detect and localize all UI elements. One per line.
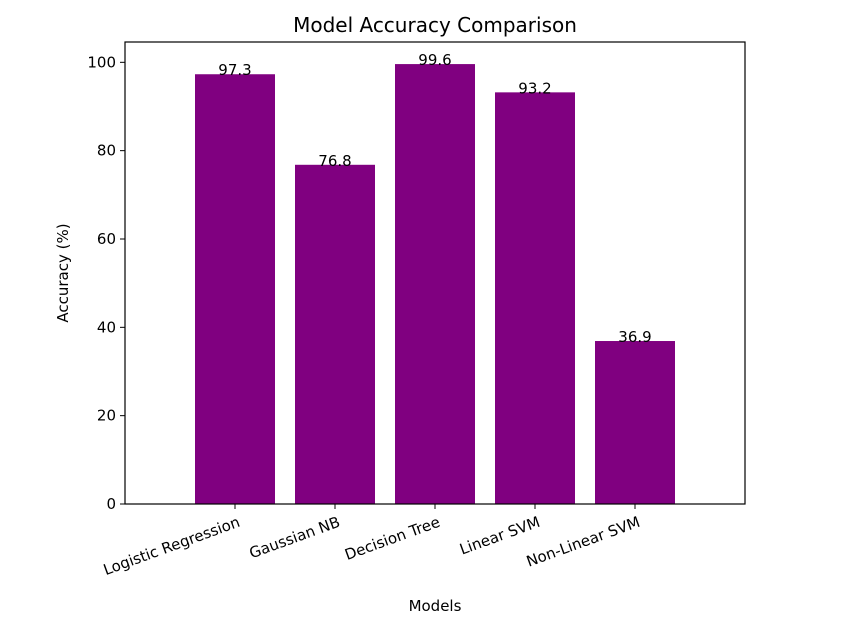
- y-tick-label-2: 40: [97, 318, 116, 336]
- y-tick-label-3: 60: [97, 230, 116, 248]
- value-label-4: 36.9: [618, 328, 651, 346]
- value-label-3: 93.2: [518, 79, 551, 97]
- x-axis-label: Models: [409, 597, 462, 615]
- chart-title: Model Accuracy Comparison: [293, 13, 577, 37]
- x-tick-label-4: Non-Linear SVM: [524, 513, 642, 571]
- y-axis-ticks: 0 20 40 60 80 100: [87, 53, 125, 513]
- x-tick-label-2: Decision Tree: [342, 513, 442, 564]
- bar-2: [395, 64, 475, 504]
- x-tick-label-1: Gaussian NB: [247, 513, 343, 562]
- value-label-0: 97.3: [218, 61, 251, 79]
- value-label-2: 99.6: [418, 51, 451, 69]
- y-axis-label: Accuracy (%): [54, 223, 72, 322]
- x-tick-label-0: Logistic Regression: [101, 513, 242, 579]
- bar-1: [295, 165, 375, 504]
- bar-0: [195, 74, 275, 504]
- bars-layer: [195, 64, 675, 504]
- x-axis-ticks: Logistic Regression Gaussian NB Decision T…: [101, 504, 642, 579]
- y-tick-label-4: 80: [97, 142, 116, 160]
- bar-4: [595, 341, 675, 504]
- bar-3: [495, 92, 575, 504]
- y-tick-label-5: 100: [87, 53, 116, 71]
- y-tick-label-0: 0: [106, 495, 116, 513]
- value-label-1: 76.8: [318, 152, 351, 170]
- y-tick-label-1: 20: [97, 407, 116, 425]
